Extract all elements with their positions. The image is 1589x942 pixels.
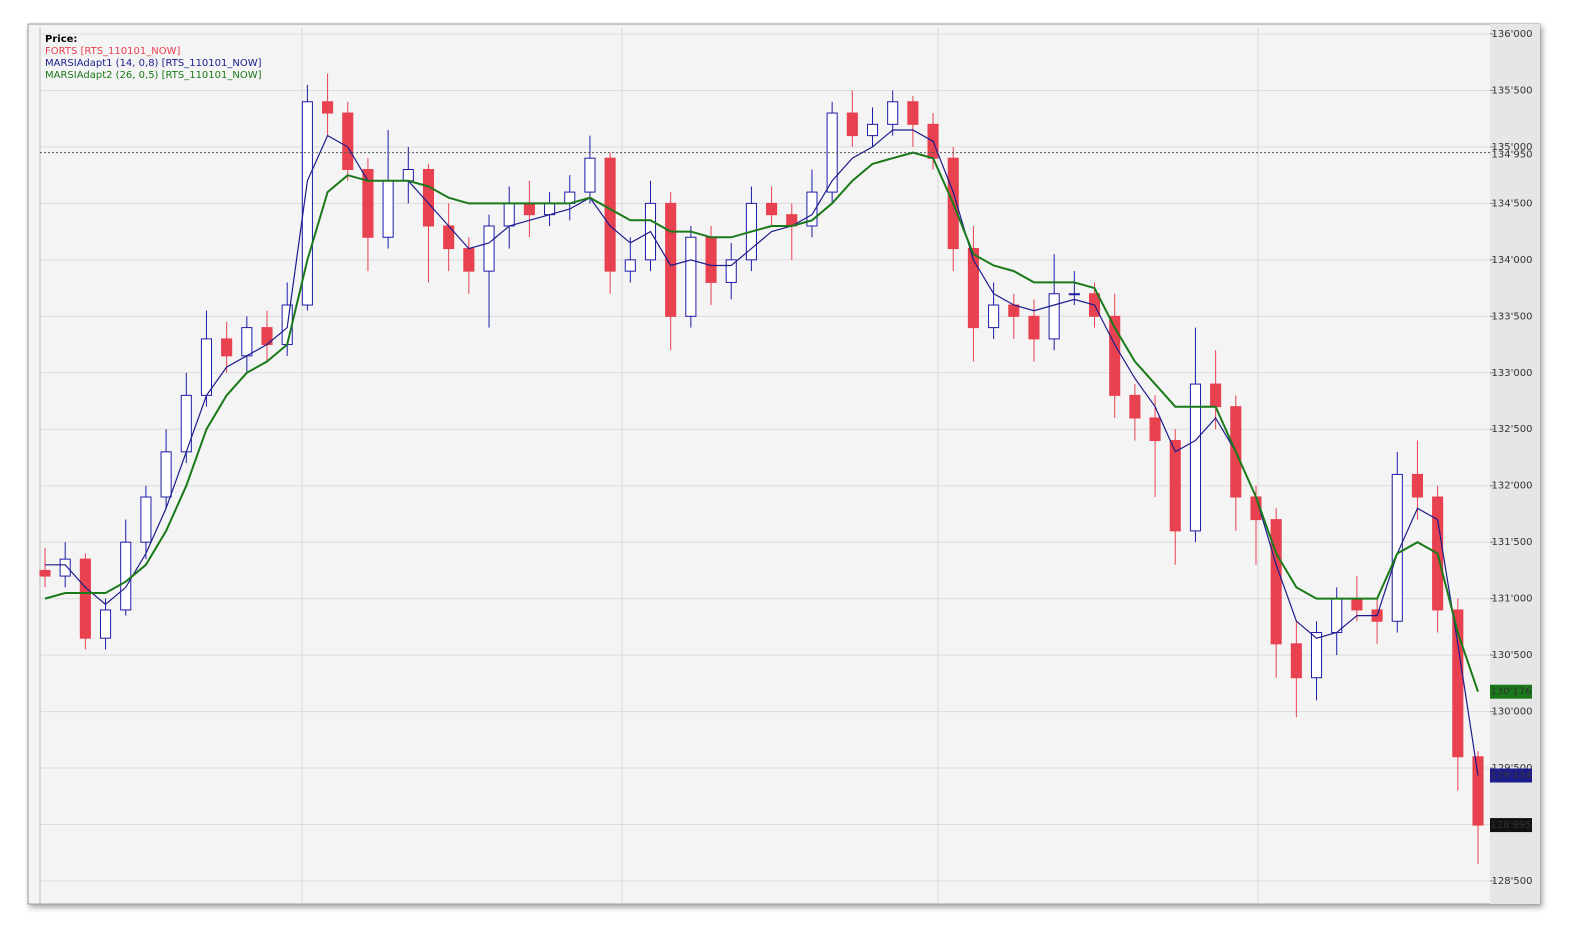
- candle-body: [1008, 304, 1020, 317]
- candle-body: [1169, 440, 1181, 532]
- y-tick-label: 130'500: [1492, 650, 1533, 661]
- candle-body: [967, 248, 979, 329]
- candle-body: [503, 202, 515, 227]
- candle-body: [1331, 598, 1343, 634]
- candle-body: [584, 157, 596, 193]
- legend-entry: FORTS [RTS_110101_NOW]: [45, 46, 180, 57]
- candle-body: [1028, 315, 1040, 340]
- y-tick-label: 128'500: [1492, 876, 1533, 887]
- y-tick-label: 131'500: [1492, 537, 1533, 548]
- candle-body: [705, 236, 717, 283]
- candle-body: [1472, 756, 1484, 826]
- candle-body: [806, 191, 818, 227]
- last-value-box: [1490, 684, 1532, 699]
- last-value-box: [1490, 818, 1532, 833]
- candle-body: [1270, 519, 1282, 645]
- candle-body: [241, 327, 253, 357]
- candle-body: [483, 225, 495, 272]
- candle-body: [1068, 293, 1080, 296]
- candle-body: [1310, 632, 1323, 679]
- candle-body: [1048, 293, 1060, 340]
- candle-body: [907, 101, 919, 125]
- candle-body: [846, 112, 858, 137]
- legend-entry: MARSIAdapt1 (14, 0,8) [RTS_110101_NOW]: [45, 58, 262, 69]
- last-value-label: 129'434: [1491, 770, 1532, 781]
- candle-body: [866, 123, 879, 137]
- candle-body: [685, 236, 697, 317]
- candle-body: [39, 569, 51, 577]
- candle-body: [1452, 609, 1464, 758]
- y-tick-label: 130'000: [1492, 707, 1533, 718]
- candle-body: [422, 169, 435, 227]
- y-tick-label: 132'000: [1492, 481, 1533, 492]
- candle-body: [140, 496, 152, 543]
- candle-body: [221, 338, 233, 357]
- candle-body: [887, 101, 899, 125]
- indicator-line: [44, 151, 1479, 693]
- y-tick-label: 132'500: [1492, 424, 1533, 435]
- y-tick-label: 131'000: [1492, 594, 1533, 605]
- y-tick-label: 133'500: [1492, 311, 1533, 322]
- candle-body: [382, 180, 394, 238]
- candle-body: [1189, 383, 1201, 532]
- candle-body: [342, 112, 354, 171]
- candle-body: [624, 259, 636, 272]
- candle-body: [523, 202, 535, 216]
- candle-body: [1129, 394, 1141, 419]
- candle-body: [604, 157, 616, 272]
- candle-body: [988, 304, 1000, 329]
- candle-body: [766, 202, 778, 216]
- legend-entry: MARSIAdapt2 (26, 0,5) [RTS_110101_NOW]: [45, 70, 262, 81]
- candle-body: [362, 169, 374, 238]
- y-axis-area: [1490, 24, 1540, 904]
- y-tick-label: 135'000: [1492, 142, 1533, 153]
- candle-body: [100, 609, 112, 639]
- candle-body: [322, 101, 334, 114]
- y-tick-label: 133'000: [1492, 368, 1533, 379]
- last-value-box: [1490, 768, 1532, 783]
- candle-body: [59, 558, 71, 577]
- candle-body: [1411, 473, 1423, 498]
- candle-body: [160, 451, 172, 498]
- candle-body: [1210, 383, 1222, 408]
- price-line-label: 134'950: [1492, 150, 1533, 161]
- candle-body: [665, 202, 677, 317]
- candle-body: [544, 202, 556, 216]
- y-tick-label: 135'500: [1492, 85, 1533, 96]
- candle-body: [402, 169, 414, 182]
- candle-body: [725, 259, 737, 283]
- candle-body: [79, 558, 91, 639]
- candle-body: [1149, 417, 1161, 442]
- last-value-label: 128'995: [1491, 820, 1532, 831]
- last-value-label: 130'176: [1491, 687, 1532, 698]
- candle-body: [200, 338, 213, 396]
- y-tick-label: 136'000: [1492, 29, 1533, 40]
- y-tick-label: 134'000: [1492, 255, 1533, 266]
- legend-title: Price:: [45, 34, 77, 45]
- candle-body: [1290, 643, 1302, 679]
- y-tick-label: 134'500: [1492, 198, 1533, 209]
- candle-body: [120, 541, 132, 611]
- candle-body: [463, 248, 475, 272]
- candle-body: [1351, 598, 1363, 611]
- candle-body: [1391, 473, 1403, 622]
- candle-body: [1109, 315, 1121, 396]
- candle-body: [301, 101, 313, 306]
- plot-area: [40, 28, 1490, 903]
